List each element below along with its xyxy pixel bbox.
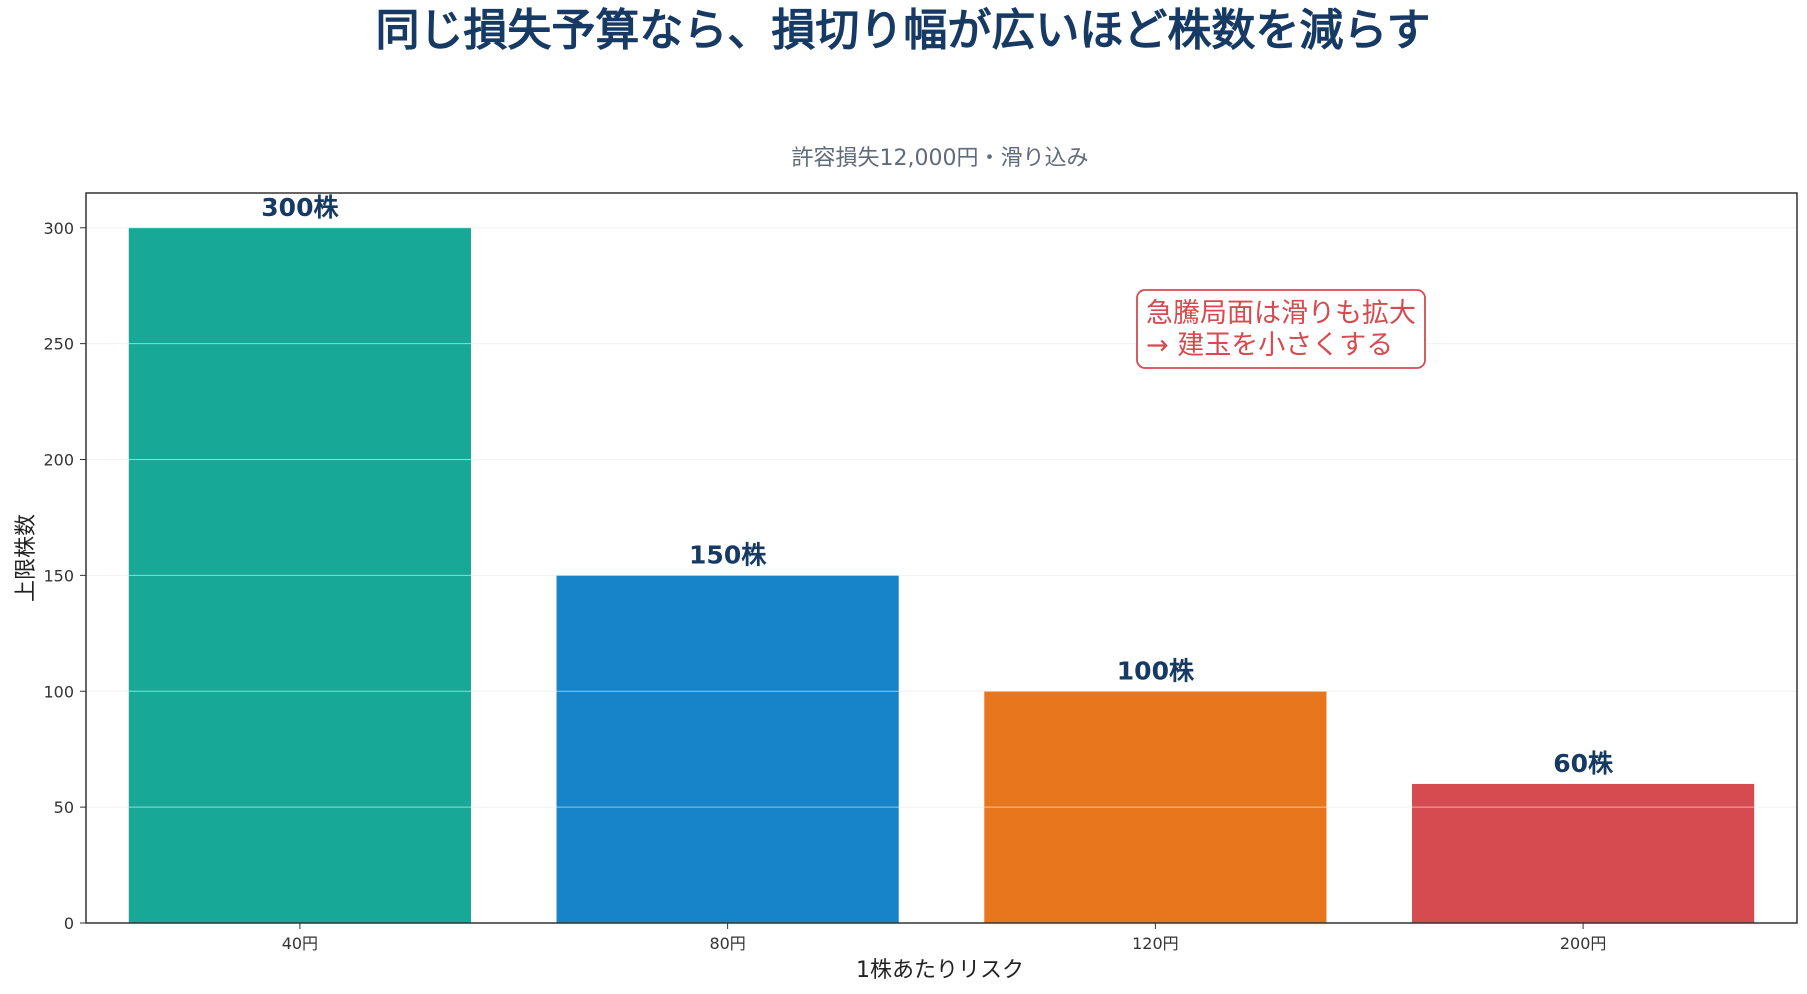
y-tick-label: 200 — [43, 451, 74, 470]
data-label: 60株 — [1553, 749, 1614, 778]
bar — [556, 575, 899, 923]
bar — [1412, 783, 1755, 923]
data-label: 100株 — [1117, 656, 1195, 685]
y-tick-label: 300 — [43, 219, 74, 238]
x-tick-label: 120円 — [1132, 934, 1179, 953]
x-tick-label: 200円 — [1560, 934, 1607, 953]
y-tick-label: 0 — [64, 914, 74, 933]
x-axis-label: 1株あたりリスク — [856, 958, 1024, 983]
x-tick-label: 40円 — [282, 934, 318, 953]
data-label: 300株 — [261, 193, 339, 222]
x-axis-ticks: 40円 80円 120円 200円 — [282, 923, 1607, 953]
annotation-border — [1136, 289, 1426, 369]
bars — [86, 227, 1797, 923]
annotation-box: 急騰局面は滑りも拡大 → 建玉を小さくする — [1136, 289, 1426, 369]
y-tick-label: 50 — [54, 798, 74, 817]
annotation-line: 急騰局面は滑りも拡大 — [1146, 298, 1416, 329]
y-axis-ticks: 0 50 100 150 200 250 300 — [43, 219, 86, 933]
y-tick-label: 250 — [43, 335, 74, 354]
data-labels: 300株 150株 100株 60株 — [261, 193, 1614, 778]
x-tick-label: 80円 — [709, 934, 745, 953]
y-tick-label: 150 — [43, 566, 74, 585]
plot-frame — [85, 192, 1798, 924]
annotation-line: → 建玉を小さくする — [1146, 330, 1393, 361]
y-axis-label: 上限株数 — [14, 514, 39, 602]
y-tick-label: 100 — [43, 682, 74, 701]
data-label: 150株 — [689, 540, 767, 569]
chart-title: 同じ損失予算なら、損切り幅が広いほど株数を減らす — [375, 5, 1430, 56]
chart-subtitle: 許容損失12,000円・滑り込み — [792, 146, 1089, 171]
